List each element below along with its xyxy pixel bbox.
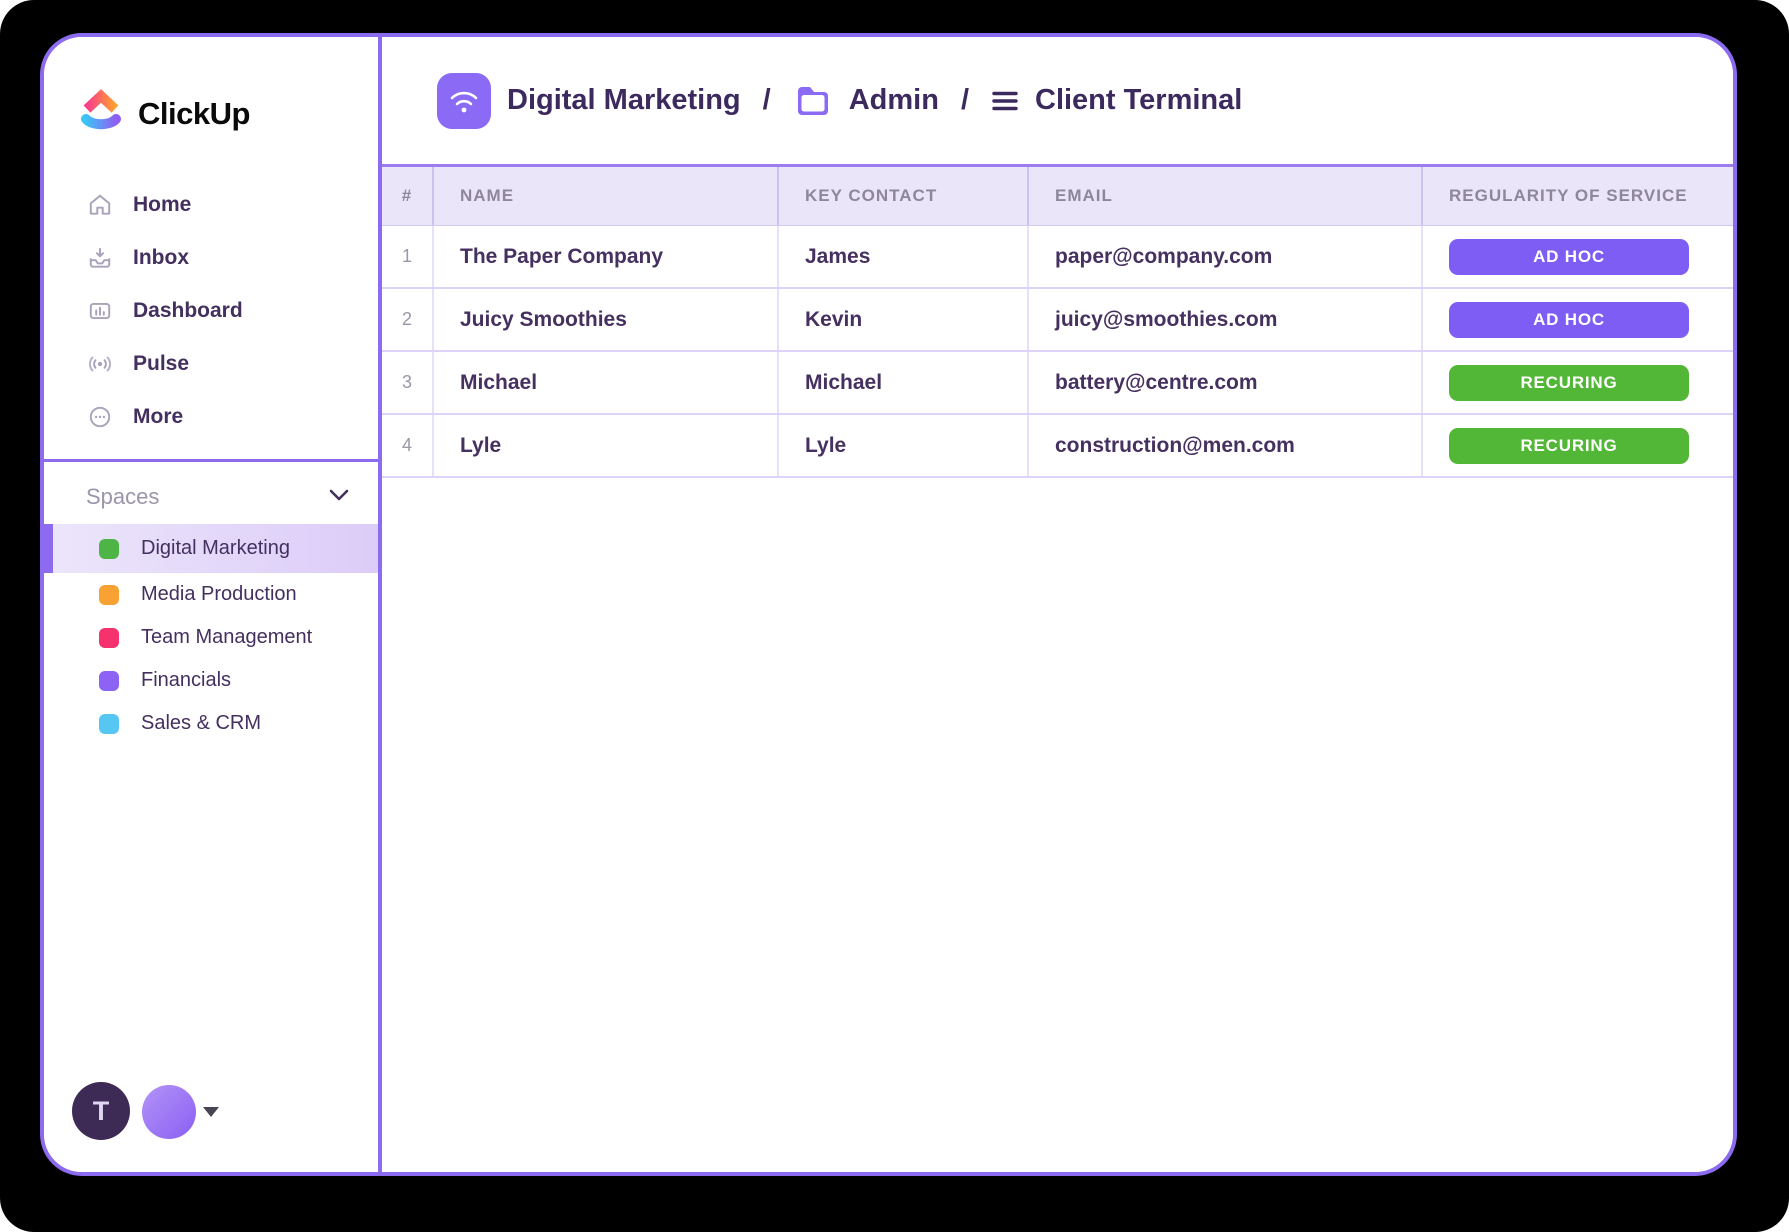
- space-color-dot: [99, 538, 119, 559]
- status-badge[interactable]: AD HOC: [1449, 301, 1689, 338]
- main-content: Digital Marketing / Admin /: [382, 37, 1733, 1172]
- space-item-label: Team Management: [141, 626, 313, 648]
- cell-key-contact[interactable]: Michael: [805, 370, 883, 394]
- space-item-label: Financials: [141, 669, 232, 691]
- table-row[interactable]: 3 Michael Michael battery@centre.com REC…: [382, 352, 1733, 415]
- column-header-email[interactable]: EMAIL: [1029, 167, 1423, 225]
- space-item-label: Media Production: [141, 583, 297, 605]
- breadcrumb-separator: /: [960, 84, 969, 116]
- dashboard-icon: [86, 297, 113, 324]
- folder-icon: [793, 83, 833, 119]
- cell-key-contact[interactable]: James: [805, 244, 871, 268]
- chevron-down-icon[interactable]: [328, 488, 350, 507]
- sidebar-divider: [44, 459, 378, 462]
- sidebar-item-label: Inbox: [133, 245, 189, 269]
- space-item-sales-crm[interactable]: Sales & CRM: [44, 702, 378, 745]
- sidebar: ClickUp Home: [44, 37, 378, 1172]
- table-row[interactable]: 4 Lyle Lyle construction@men.com RECURIN…: [382, 415, 1733, 478]
- pulse-icon: [86, 350, 113, 377]
- avatar: T: [72, 1082, 130, 1140]
- home-icon: [86, 191, 113, 218]
- space-color-dot: [99, 713, 119, 734]
- breadcrumb: Digital Marketing / Admin /: [437, 72, 1243, 129]
- space-item-digital-marketing[interactable]: Digital Marketing: [44, 524, 378, 573]
- row-number: 2: [382, 289, 434, 350]
- table-row[interactable]: 1 The Paper Company James paper@company.…: [382, 226, 1733, 289]
- sidebar-main-divider: [378, 37, 382, 1172]
- cell-name[interactable]: Lyle: [460, 433, 502, 457]
- table-row[interactable]: 2 Juicy Smoothies Kevin juicy@smoothies.…: [382, 289, 1733, 352]
- sidebar-item-home[interactable]: Home: [44, 178, 378, 231]
- cell-name[interactable]: The Paper Company: [460, 244, 664, 268]
- space-item-label: Digital Marketing: [141, 537, 290, 559]
- menu-icon: [991, 89, 1019, 113]
- space-item-financials[interactable]: Financials: [44, 659, 378, 702]
- table-header-row: # NAME KEY CONTACT EMAIL REGULARITY OF S…: [382, 167, 1733, 226]
- wifi-icon[interactable]: [437, 72, 491, 129]
- inbox-icon: [86, 244, 113, 271]
- status-badge[interactable]: AD HOC: [1449, 238, 1689, 275]
- user-menu[interactable]: T: [72, 1082, 242, 1142]
- column-header-key-contact[interactable]: KEY CONTACT: [779, 167, 1029, 225]
- column-header-number[interactable]: #: [382, 167, 434, 225]
- sidebar-item-label: More: [133, 404, 184, 428]
- cell-email[interactable]: battery@centre.com: [1055, 370, 1258, 394]
- avatar-secondary: [142, 1085, 196, 1139]
- column-header-regularity[interactable]: REGULARITY OF SERVICE: [1449, 186, 1688, 205]
- space-item-label: Sales & CRM: [141, 712, 262, 734]
- space-item-team-management[interactable]: Team Management: [44, 616, 378, 659]
- cell-key-contact[interactable]: Kevin: [805, 307, 863, 331]
- app-window: ClickUp Home: [40, 33, 1737, 1176]
- spaces-title: Spaces: [86, 484, 160, 509]
- sidebar-item-label: Dashboard: [133, 298, 243, 322]
- status-badge[interactable]: RECURING: [1449, 427, 1689, 464]
- more-icon: [86, 403, 113, 430]
- row-number: 1: [382, 226, 434, 287]
- breadcrumb-folder[interactable]: Admin: [848, 84, 939, 116]
- cell-email[interactable]: construction@men.com: [1055, 433, 1295, 457]
- space-list: Digital Marketing Media Production Team …: [44, 524, 378, 745]
- sidebar-item-label: Pulse: [133, 351, 190, 375]
- space-item-media-production[interactable]: Media Production: [44, 573, 378, 616]
- cell-email[interactable]: paper@company.com: [1055, 244, 1273, 268]
- cell-email[interactable]: juicy@smoothies.com: [1055, 307, 1278, 331]
- spaces-header[interactable]: Spaces: [44, 462, 378, 524]
- sidebar-item-inbox[interactable]: Inbox: [44, 231, 378, 284]
- sidebar-item-pulse[interactable]: Pulse: [44, 337, 378, 390]
- space-color-dot: [99, 627, 119, 648]
- client-table: # NAME KEY CONTACT EMAIL REGULARITY OF S…: [382, 164, 1733, 478]
- cell-name[interactable]: Juicy Smoothies: [460, 307, 627, 331]
- clickup-logo[interactable]: ClickUp: [78, 89, 378, 138]
- clickup-logo-icon: [78, 89, 124, 138]
- sidebar-item-more[interactable]: More: [44, 390, 378, 443]
- sidebar-item-dashboard[interactable]: Dashboard: [44, 284, 378, 337]
- sidebar-nav: Home Inbox: [44, 178, 378, 443]
- breadcrumb-list[interactable]: Client Terminal: [1035, 84, 1243, 116]
- cell-key-contact[interactable]: Lyle: [805, 433, 847, 457]
- space-color-dot: [99, 584, 119, 605]
- row-number: 3: [382, 352, 434, 413]
- clickup-logo-text: ClickUp: [138, 95, 250, 131]
- column-header-name[interactable]: NAME: [434, 167, 779, 225]
- breadcrumb-space[interactable]: Digital Marketing: [507, 84, 741, 116]
- main-header: Digital Marketing / Admin /: [382, 37, 1733, 164]
- cell-name[interactable]: Michael: [460, 370, 538, 394]
- breadcrumb-separator: /: [762, 84, 771, 116]
- sidebar-item-label: Home: [133, 192, 192, 216]
- space-color-dot: [99, 670, 119, 691]
- caret-down-icon[interactable]: [203, 1107, 219, 1117]
- status-badge[interactable]: RECURING: [1449, 364, 1689, 401]
- row-number: 4: [382, 415, 434, 476]
